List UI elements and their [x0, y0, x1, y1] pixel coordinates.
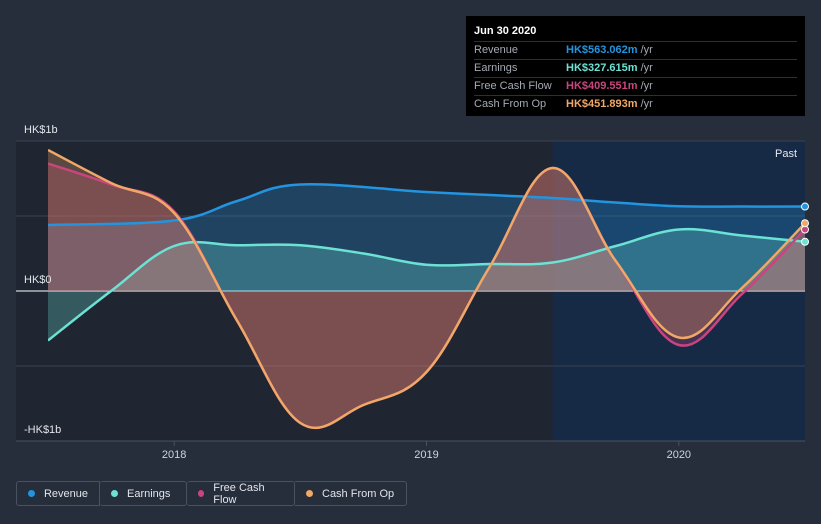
cash-from-op-line [48, 148, 805, 430]
tooltip-row-cash-from-op: Cash From Op HK$451.893m /yr [474, 95, 797, 113]
series-lines [48, 148, 805, 430]
tooltip-label: Revenue [474, 44, 519, 56]
cash-from-op-area [48, 150, 805, 428]
y-tick-label: HK$0 [24, 274, 52, 286]
tooltip-row-earnings: Earnings HK$327.615m /yr [474, 59, 797, 77]
past-label: Past [775, 148, 797, 160]
tooltip-value: HK$409.551m [566, 80, 638, 92]
tooltip-row-free-cash-flow: Free Cash Flow HK$409.551m /yr [474, 77, 797, 95]
tooltip-label: Earnings [474, 62, 518, 74]
earnings-end-dot [801, 237, 809, 246]
tooltip-row-revenue: Revenue HK$563.062m /yr [474, 41, 797, 59]
legend-item-earnings[interactable]: Earnings [100, 481, 187, 506]
tooltip-value: HK$327.615m [566, 62, 638, 74]
earnings-line [48, 227, 805, 342]
tooltip-label: Free Cash Flow [474, 80, 552, 92]
legend-label: Revenue [43, 487, 88, 500]
earnings-dot-icon [111, 490, 118, 497]
x-tick-label: 2020 [667, 449, 691, 461]
y-axis: HK$1b HK$0 -HK$1b [24, 124, 61, 436]
legend-label: Earnings [127, 487, 171, 500]
y-tick-label: -HK$1b [24, 424, 61, 436]
tooltip-value: HK$451.893m [566, 98, 638, 110]
tooltip-unit: /yr [640, 62, 653, 74]
tooltip-unit: /yr [640, 44, 653, 56]
tooltip: Jun 30 2020 Revenue HK$563.062m /yr Earn… [466, 16, 805, 116]
legend-item-cash-from-op[interactable]: Cash From Op [295, 481, 407, 506]
legend-item-revenue[interactable]: Revenue [16, 481, 100, 506]
x-tick-label: 2018 [162, 449, 186, 461]
legend: Revenue Earnings Free Cash Flow Cash Fro… [16, 481, 407, 508]
y-tick-label: HK$1b [24, 124, 58, 136]
cash-from-op-dot-icon [306, 490, 313, 497]
free-cash-flow-area [48, 163, 805, 428]
tooltip-unit: /yr [640, 98, 653, 110]
end-dots [801, 202, 809, 246]
revenue-line [48, 183, 805, 227]
tooltip-unit: /yr [640, 80, 653, 92]
x-tick-label: 2019 [414, 449, 438, 461]
revenue-dot-icon [28, 490, 35, 497]
revenue-end-dot [801, 202, 809, 211]
legend-label: Free Cash Flow [213, 481, 265, 506]
tooltip-value: HK$563.062m [566, 44, 638, 56]
cash-from-op-end-dot [801, 219, 809, 228]
x-axis: 2018 2019 2020 [16, 440, 805, 461]
free-cash-flow-dot-icon [198, 490, 205, 497]
legend-item-free-cash-flow[interactable]: Free Cash Flow [187, 481, 295, 506]
tooltip-date: Jun 30 2020 [474, 25, 537, 37]
tooltip-label: Cash From Op [474, 98, 547, 110]
legend-label: Cash From Op [322, 487, 395, 500]
series-areas [48, 150, 805, 428]
earnings-area [48, 229, 805, 341]
revenue-area [48, 184, 805, 291]
